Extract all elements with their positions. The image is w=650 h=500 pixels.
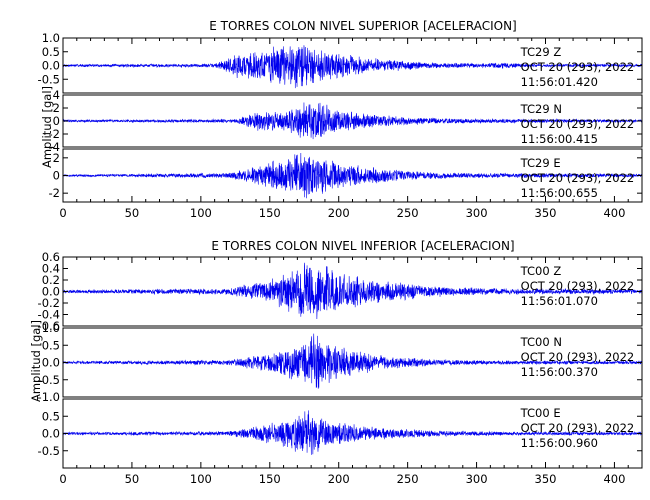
trace-date-label: OCT 20 (293), 2022 bbox=[521, 60, 635, 74]
y-tick-label: 0.5 bbox=[42, 409, 60, 423]
y-tick-label: 1.0 bbox=[42, 31, 60, 45]
trace-frame bbox=[62, 327, 643, 398]
waveform-line bbox=[62, 102, 643, 140]
waveform-line bbox=[62, 410, 643, 455]
x-tick-label: 50 bbox=[125, 206, 140, 220]
y-tick-label: 1.0 bbox=[42, 321, 60, 335]
y-tick-label: -2 bbox=[49, 186, 60, 200]
lower-panel-ylabel: Amplitud [gal] bbox=[29, 320, 43, 402]
trace-time-label: 11:56:00.415 bbox=[521, 132, 598, 146]
waveform-line bbox=[62, 262, 643, 320]
trace-date-label: OCT 20 (293), 2022 bbox=[521, 350, 635, 364]
y-tick-label: -4 bbox=[49, 140, 60, 154]
y-tick-label: -0.5 bbox=[38, 72, 60, 86]
y-tick-label: 0.6 bbox=[42, 250, 60, 264]
y-tick-label: 0.2 bbox=[42, 273, 60, 287]
x-tick-label: 350 bbox=[535, 472, 557, 486]
trace-time-label: 11:56:00.655 bbox=[521, 186, 598, 200]
x-tick-label: 200 bbox=[328, 206, 350, 220]
trace-station-label: TC29 N bbox=[520, 102, 562, 116]
y-tick-label: -0.2 bbox=[38, 296, 60, 310]
trace-time-label: 11:56:01.070 bbox=[521, 294, 598, 308]
y-tick-label: -0.4 bbox=[38, 308, 60, 322]
x-tick-label: 100 bbox=[190, 472, 212, 486]
trace-station-label: TC00 N bbox=[520, 335, 562, 349]
y-tick-label: 0.0 bbox=[42, 285, 60, 299]
x-tick-label: 400 bbox=[603, 206, 625, 220]
x-tick-label: 100 bbox=[190, 206, 212, 220]
y-tick-label: -2 bbox=[49, 127, 60, 141]
x-tick-label: 250 bbox=[397, 206, 419, 220]
trace-date-label: OCT 20 (293), 2022 bbox=[521, 421, 635, 435]
upper-panel-ylabel: Amplitud [gal] bbox=[40, 86, 54, 168]
trace-frame bbox=[62, 94, 643, 148]
lower-panel-title: E TORRES COLON NIVEL INFERIOR [ACELERACI… bbox=[211, 239, 514, 253]
waveform-line bbox=[62, 153, 643, 199]
trace-station-label: TC00 Z bbox=[520, 264, 562, 278]
trace-station-label: TC29 Z bbox=[520, 45, 562, 59]
trace-date-label: OCT 20 (293), 2022 bbox=[521, 279, 635, 293]
trace-time-label: 11:56:00.960 bbox=[521, 436, 598, 450]
upper-panel-title: E TORRES COLON NIVEL SUPERIOR [ACELERACI… bbox=[209, 19, 516, 33]
y-tick-label: 0.0 bbox=[42, 356, 60, 370]
trace-station-label: TC29 E bbox=[520, 156, 561, 170]
waveform-line bbox=[62, 45, 643, 89]
y-tick-label: 4 bbox=[53, 88, 60, 102]
y-tick-label: 0.0 bbox=[42, 59, 60, 73]
y-tick-label: 0.5 bbox=[42, 45, 60, 59]
x-tick-label: 300 bbox=[466, 206, 488, 220]
lower-panel: E TORRES COLON NIVEL INFERIOR [ACELERACI… bbox=[29, 239, 643, 486]
trace-time-label: 11:56:00.370 bbox=[521, 365, 598, 379]
trace-station-label: TC00 E bbox=[520, 406, 561, 420]
trace-time-label: 11:56:01.420 bbox=[521, 75, 598, 89]
y-tick-label: 0.5 bbox=[42, 338, 60, 352]
x-tick-label: 350 bbox=[535, 206, 557, 220]
y-tick-label: 2 bbox=[53, 151, 60, 165]
trace-date-label: OCT 20 (293), 2022 bbox=[521, 117, 635, 131]
x-tick-label: 400 bbox=[603, 472, 625, 486]
x-tick-label: 250 bbox=[397, 472, 419, 486]
x-tick-label: 200 bbox=[328, 472, 350, 486]
waveform-line bbox=[62, 333, 643, 389]
x-tick-label: 150 bbox=[259, 472, 281, 486]
y-tick-label: 0.4 bbox=[42, 262, 60, 276]
x-tick-label: 150 bbox=[259, 206, 281, 220]
x-tick-label: 0 bbox=[59, 472, 66, 486]
y-tick-label: 2 bbox=[53, 101, 60, 115]
y-tick-label: -0.6 bbox=[38, 319, 60, 333]
y-tick-label: 0 bbox=[53, 114, 60, 128]
trace-date-label: OCT 20 (293), 2022 bbox=[521, 171, 635, 185]
upper-panel: E TORRES COLON NIVEL SUPERIOR [ACELERACI… bbox=[38, 19, 643, 220]
y-tick-label: 0.0 bbox=[42, 427, 60, 441]
x-tick-label: 0 bbox=[59, 206, 66, 220]
x-tick-label: 300 bbox=[466, 472, 488, 486]
y-tick-label: 0 bbox=[53, 169, 60, 183]
y-tick-label: -1.0 bbox=[38, 390, 60, 404]
x-tick-label: 50 bbox=[125, 472, 140, 486]
y-tick-label: -0.5 bbox=[38, 444, 60, 458]
y-tick-label: -0.5 bbox=[38, 373, 60, 387]
